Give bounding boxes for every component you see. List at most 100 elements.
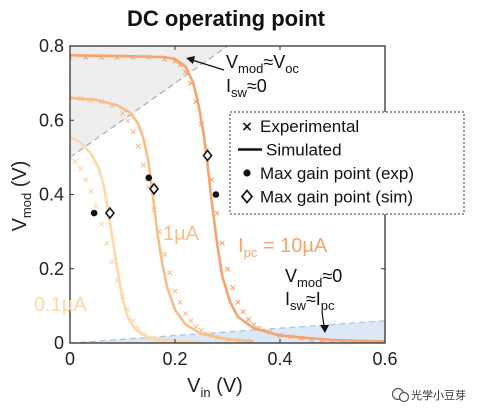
experimental-point: × xyxy=(182,339,190,349)
experimental-point: × xyxy=(66,94,74,104)
wechat-icon xyxy=(391,387,410,403)
experimental-point: × xyxy=(82,53,90,63)
y-tick-label: 0.4 xyxy=(39,185,64,205)
experimental-point: × xyxy=(145,333,153,343)
experimental-point: × xyxy=(140,161,148,171)
experimental-point: × xyxy=(113,53,121,63)
experimental-point: × xyxy=(124,116,132,126)
experimental-point: × xyxy=(161,55,169,65)
experimental-point: × xyxy=(161,250,169,260)
experimental-point: × xyxy=(134,142,142,152)
experimental-point: × xyxy=(87,96,95,106)
x-tick-label: 0.4 xyxy=(267,349,292,369)
experimental-point: × xyxy=(155,337,163,347)
experimental-point: × xyxy=(297,334,305,344)
legend: × Experimental Simulated Max gain point (ex… xyxy=(229,111,465,215)
experimental-point: × xyxy=(234,337,242,347)
legend-dot-symbol xyxy=(243,169,251,177)
experimental-point: × xyxy=(71,157,79,167)
experimental-point: × xyxy=(255,324,263,334)
axis-ticks: 0 0.2 0.4 0.6 0 0.2 0.4 0.6 0.8 xyxy=(39,36,398,369)
experimental-point: × xyxy=(176,61,184,71)
experimental-point: × xyxy=(187,317,195,327)
experimental-point: × xyxy=(229,283,237,293)
experimental-point: × xyxy=(182,68,190,78)
zero-boundary-line xyxy=(70,320,385,343)
experimental-point: × xyxy=(119,109,127,119)
vmod-zero-text: Vmod≈0 xyxy=(285,266,342,290)
legend-label: Max gain point (exp) xyxy=(260,164,414,183)
experimental-point: × xyxy=(234,298,242,308)
experimental-point: × xyxy=(150,205,158,215)
y-axis-label: Vmod (V) xyxy=(9,161,34,232)
curve-label-1uA: 1µA xyxy=(163,223,200,245)
experimental-point: × xyxy=(245,338,253,348)
experimental-point: × xyxy=(308,335,316,345)
experimental-point: × xyxy=(360,338,368,348)
vmod-voc-text: Vmod≈Voc xyxy=(226,52,299,76)
curve-label-0-1uA: 0.1µA xyxy=(34,294,87,316)
short-circuit-annotation: Vmod≈0 Isw≈Ipc xyxy=(285,266,342,333)
experimental-point: × xyxy=(171,287,179,297)
legend-item-dot: Max gain point (exp) xyxy=(243,164,414,183)
experimental-point: × xyxy=(187,79,195,89)
voc-boundary-line xyxy=(70,46,228,158)
experimental-point: × xyxy=(98,220,106,230)
experimental-point: × xyxy=(245,315,253,325)
experimental-point: × xyxy=(77,165,85,175)
curve-label-10uA: Ipc = 10µA xyxy=(238,235,328,260)
isw-zero-text: Isw≈0 xyxy=(226,76,267,100)
y-tick-label: 0 xyxy=(54,333,64,353)
experimental-point: × xyxy=(192,322,200,332)
max-gain-exp-point xyxy=(212,191,220,198)
experimental-point: × xyxy=(108,257,116,267)
experimental-point: × xyxy=(197,120,205,130)
top-arrow-head xyxy=(186,56,195,64)
legend-item-line: Simulated xyxy=(238,141,342,160)
experimental-point: × xyxy=(82,176,90,186)
experimental-point: × xyxy=(145,183,153,193)
x-tick-label: 0 xyxy=(65,349,75,369)
experimental-point: × xyxy=(176,298,184,308)
top-arrow-line xyxy=(191,59,225,71)
y-tick-label: 0.8 xyxy=(39,36,64,56)
experimental-point: × xyxy=(145,53,153,63)
experimental-point: × xyxy=(87,187,95,197)
experimental-point: × xyxy=(203,330,211,340)
x-tick-label: 0.6 xyxy=(372,349,397,369)
experimental-point: × xyxy=(129,317,137,327)
experimental-point: × xyxy=(161,338,169,348)
legend-item-x: × Experimental xyxy=(241,117,359,136)
experimental-point: × xyxy=(113,276,121,286)
experimental-point: × xyxy=(66,153,74,163)
experimental-point: × xyxy=(98,53,106,63)
experimental-point: × xyxy=(155,228,163,238)
open-circuit-annotation: Vmod≈Voc Isw≈0 xyxy=(186,52,299,100)
experimental-point: × xyxy=(350,338,358,348)
experimental-point: × xyxy=(339,337,347,347)
experimental-point: × xyxy=(140,330,148,340)
experimental-point: × xyxy=(166,268,174,278)
experimental-point: × xyxy=(239,307,247,317)
legend-label: Experimental xyxy=(260,117,359,136)
bottom-arrow-line xyxy=(321,311,325,327)
legend-label: Max gain point (sim) xyxy=(260,188,413,207)
y-tick-label: 0.6 xyxy=(39,110,64,130)
experimental-point: × xyxy=(182,309,190,319)
experimental-point: × xyxy=(276,331,284,341)
experimental-point: × xyxy=(250,320,258,330)
experimental-point: × xyxy=(224,265,232,275)
experimental-point: × xyxy=(318,336,326,346)
experimental-point: × xyxy=(287,333,295,343)
experimental-point: × xyxy=(208,332,216,342)
legend-x-symbol: × xyxy=(241,119,253,135)
max-gain-exp-point xyxy=(90,209,98,217)
isw-ipc-text: Isw≈Ipc xyxy=(285,289,335,313)
legend-box xyxy=(229,111,465,215)
watermark: 光学小豆芽 xyxy=(391,387,466,403)
experimental-point: × xyxy=(224,335,232,345)
legend-diamond-symbol xyxy=(240,189,254,204)
max-gain-exp-point xyxy=(145,174,153,182)
x-axis-label: Vin (V) xyxy=(187,375,243,400)
